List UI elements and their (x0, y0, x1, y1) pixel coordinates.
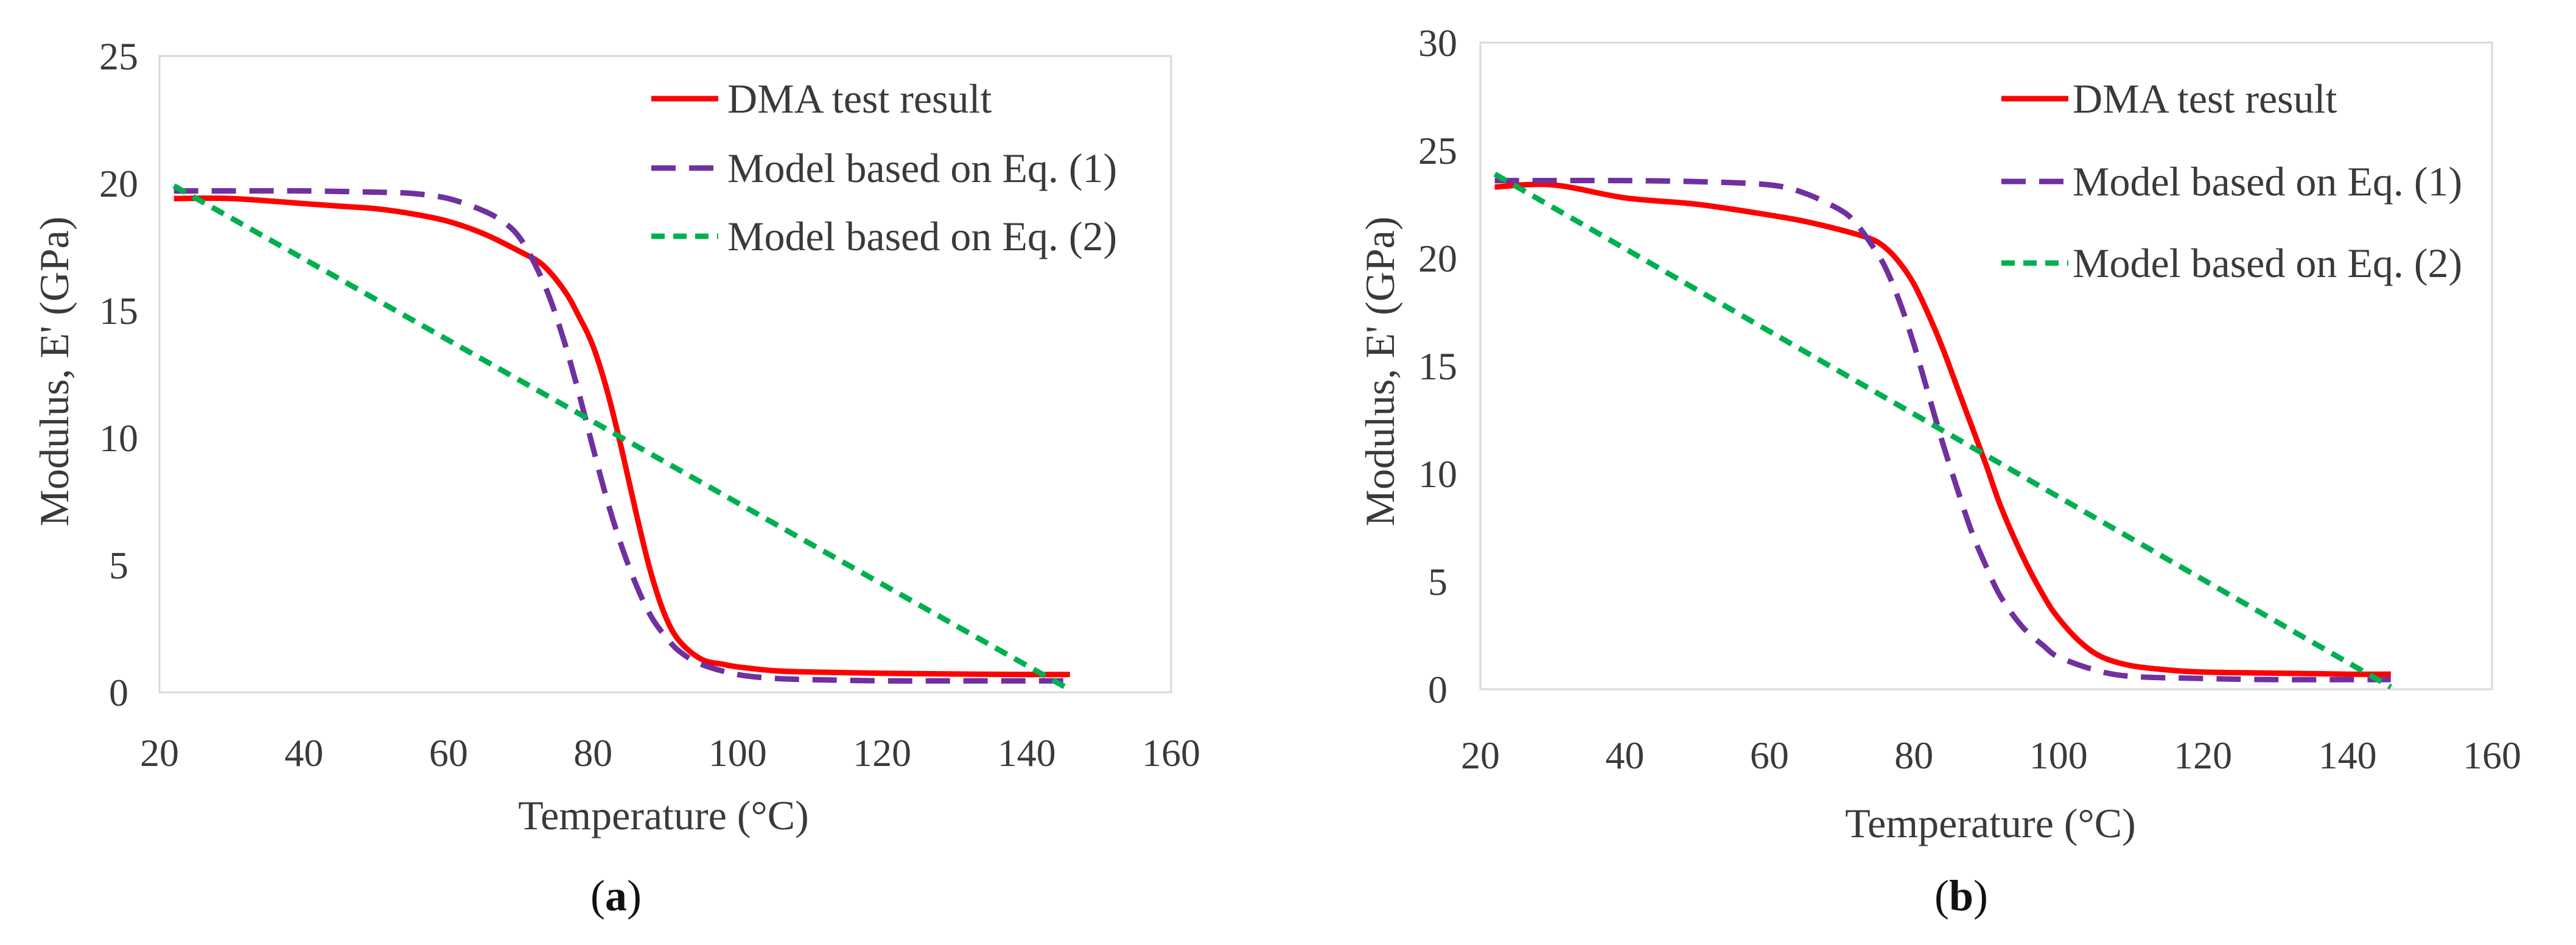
chart-b-x-axis-title: Temperature (°C) (1845, 800, 2135, 846)
chart-a-x-tick-label: 100 (709, 731, 767, 775)
chart-b-x-tick-label: 80 (1894, 734, 1933, 777)
chart-a-plot-area (172, 183, 1072, 692)
chart-a-series-model-eq1 (173, 188, 1070, 684)
chart-a-y-tick-label: 25 (99, 35, 138, 78)
chart-a-y-tick-label: 20 (99, 162, 138, 205)
chart-b-y-axis-ticks: 0 5 10 15 20 25 30 (1418, 21, 1457, 711)
chart-a-x-tick-label: 140 (998, 731, 1056, 775)
chart-a-x-axis-ticks: 20 40 60 80 100 120 140 160 (140, 731, 1200, 775)
chart-a-x-tick-label: 60 (429, 731, 468, 775)
chart-a-series-dma-test-result (173, 195, 1070, 678)
chart-a-legend-label-eq1: Model based on Eq. (1) (727, 145, 1117, 191)
chart-b-y-tick-label: 0 (1428, 668, 1447, 711)
chart-b-x-tick-label: 20 (1461, 734, 1500, 777)
chart-b-legend-label-eq2: Model based on Eq. (2) (2073, 240, 2462, 286)
chart-a-y-tick-label: 10 (99, 416, 138, 460)
chart-a-caption-letter: a (605, 871, 627, 920)
chart-a-x-axis-title: Temperature (°C) (518, 792, 808, 838)
chart-b-series-model-eq2 (1493, 171, 2393, 690)
chart-a-x-tick-label: 120 (853, 731, 911, 775)
chart-a-legend-label-dma: DMA test result (727, 76, 992, 122)
chart-b-y-tick-label: 20 (1418, 237, 1457, 280)
chart-b-y-tick-label: 10 (1418, 452, 1457, 496)
chart-b-y-axis-title: Modulus, E' (GPa) (1357, 216, 1403, 526)
chart-b-x-tick-label: 100 (2029, 734, 2088, 777)
chart-b-x-tick-label: 160 (2463, 734, 2521, 777)
chart-a-x-tick-label: 80 (573, 731, 612, 775)
chart-b-y-tick-label: 5 (1428, 560, 1447, 603)
chart-b-frame (1479, 41, 2493, 690)
chart-b-y-tick-label: 30 (1418, 21, 1457, 65)
chart-b-legend: DMA test result Model based on Eq. (1) M… (2001, 76, 2462, 286)
chart-b-y-tick-label: 25 (1418, 129, 1457, 172)
chart-b-legend-label-eq1: Model based on Eq. (1) (2073, 158, 2462, 205)
chart-a-y-axis-title: Modulus, E' (GPa) (31, 216, 77, 526)
chart-b-x-tick-label: 120 (2174, 734, 2232, 777)
chart-a-frame (158, 55, 1172, 694)
chart-b-series-dma-test-result (1494, 181, 2391, 677)
chart-b-x-axis-ticks: 20 40 60 80 100 120 140 160 (1461, 734, 2521, 777)
chart-a-caption: (a) (590, 871, 642, 920)
chart-b-plot-area (1493, 171, 2393, 690)
chart-b-x-tick-label: 60 (1750, 734, 1789, 777)
chart-b-x-tick-label: 40 (1605, 734, 1644, 777)
chart-b-series-model-eq1 (1494, 177, 2391, 683)
chart-a-x-tick-label: 160 (1142, 731, 1200, 775)
chart-a-y-tick-label: 0 (109, 671, 128, 714)
chart-b-caption: (b) (1934, 871, 1988, 920)
chart-b-y-tick-label: 15 (1418, 345, 1457, 388)
chart-b-legend-label-dma: DMA test result (2073, 76, 2337, 122)
chart-a-legend-label-eq2: Model based on Eq. (2) (727, 213, 1117, 259)
chart-a-series-model-eq2 (172, 183, 1072, 692)
chart-b-caption-letter: b (1949, 871, 1973, 920)
chart-a-y-axis-ticks: 0 5 10 15 20 25 (99, 35, 138, 714)
chart-a-y-tick-label: 15 (99, 289, 138, 332)
chart-panel-b: 0 5 10 15 20 25 30 20 40 60 80 100 120 140 160 Temper… (1357, 21, 2521, 920)
chart-a-x-tick-label: 40 (284, 731, 323, 775)
chart-a-legend: DMA test result Model based on Eq. (1) M… (651, 76, 1117, 259)
chart-a-y-tick-label: 5 (109, 544, 128, 587)
chart-panel-a: 0 5 10 15 20 25 20 40 60 80 100 120 140 160 Temperat… (31, 35, 1200, 920)
chart-b-x-tick-label: 140 (2319, 734, 2377, 777)
chart-a-x-tick-label: 20 (140, 731, 179, 775)
